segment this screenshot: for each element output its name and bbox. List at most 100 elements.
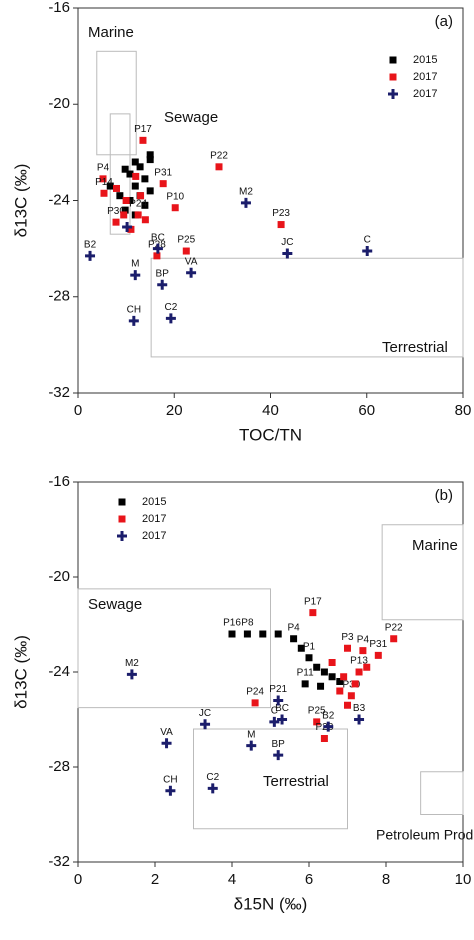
point bbox=[317, 682, 325, 690]
legend-label: 2017 bbox=[142, 513, 166, 525]
point-label: M bbox=[131, 259, 139, 270]
point bbox=[200, 719, 211, 730]
point bbox=[127, 225, 135, 233]
point bbox=[141, 216, 149, 224]
point bbox=[99, 175, 107, 183]
point bbox=[182, 247, 190, 255]
y-tick-label: -20 bbox=[48, 568, 70, 585]
y-tick-label: -24 bbox=[48, 663, 70, 680]
y-axis-title: δ13C (‰) bbox=[11, 635, 30, 709]
point bbox=[355, 668, 363, 676]
point-label: P31 bbox=[154, 167, 172, 178]
point bbox=[282, 248, 293, 259]
x-tick-label: 20 bbox=[166, 402, 183, 419]
point bbox=[340, 673, 348, 681]
point bbox=[374, 651, 382, 659]
point-label: VA bbox=[160, 727, 173, 738]
point-label: P17 bbox=[304, 596, 322, 607]
legend-marker bbox=[388, 89, 398, 99]
point bbox=[165, 313, 176, 324]
point-label: VA bbox=[185, 256, 198, 267]
point bbox=[259, 630, 267, 638]
point bbox=[297, 644, 305, 652]
point bbox=[171, 204, 179, 212]
point bbox=[165, 785, 176, 796]
y-tick-label: -16 bbox=[48, 473, 70, 490]
point-label: P10 bbox=[166, 191, 184, 202]
point-label: B3 bbox=[353, 703, 366, 714]
point bbox=[347, 692, 355, 700]
x-tick-label: 0 bbox=[74, 871, 82, 888]
point bbox=[243, 630, 251, 638]
region-box bbox=[193, 728, 348, 830]
point bbox=[116, 192, 124, 200]
point bbox=[336, 687, 344, 695]
x-tick-label: 6 bbox=[305, 871, 313, 888]
point-label: P16 bbox=[223, 618, 241, 629]
point bbox=[313, 663, 321, 671]
point bbox=[215, 163, 223, 171]
x-axis-title: TOC/TN bbox=[239, 425, 302, 444]
point-label: M bbox=[247, 729, 255, 740]
point bbox=[313, 718, 321, 726]
point bbox=[354, 714, 365, 725]
x-tick-label: 40 bbox=[262, 402, 279, 419]
point-label: P3 bbox=[341, 632, 354, 643]
point-label: M2 bbox=[125, 658, 139, 669]
legend-label: 2015 bbox=[413, 54, 437, 66]
point bbox=[328, 659, 336, 666]
legend-label: 2015 bbox=[142, 496, 166, 508]
legend-label: 2017 bbox=[142, 530, 166, 542]
point bbox=[207, 783, 218, 794]
y-tick-label: -24 bbox=[48, 191, 70, 208]
point bbox=[120, 211, 128, 219]
region-label: Marine bbox=[88, 24, 134, 41]
region-box bbox=[96, 50, 137, 156]
point bbox=[126, 170, 134, 178]
point bbox=[132, 172, 140, 180]
point bbox=[290, 635, 298, 643]
y-tick-label: -16 bbox=[48, 0, 70, 16]
x-tick-label: 80 bbox=[455, 402, 472, 419]
region-label: Terrestrial bbox=[382, 339, 448, 356]
legend-marker bbox=[117, 531, 127, 541]
point bbox=[146, 151, 154, 159]
point-label: P25 bbox=[177, 235, 195, 246]
point-label: B2 bbox=[322, 710, 335, 721]
point-label: P30 bbox=[342, 679, 360, 690]
point bbox=[128, 315, 139, 326]
point-label: P4 bbox=[287, 622, 300, 633]
point-label: BP bbox=[156, 268, 170, 279]
point bbox=[122, 197, 130, 204]
point-label: BP bbox=[272, 739, 286, 750]
point-label: P17 bbox=[134, 124, 152, 135]
point bbox=[309, 609, 317, 617]
point-label: P14 bbox=[95, 177, 113, 188]
x-tick-label: 0 bbox=[74, 402, 82, 419]
point-label: P24 bbox=[129, 199, 147, 210]
point-label: P1 bbox=[303, 641, 316, 652]
point bbox=[161, 738, 172, 749]
point-label: P8 bbox=[241, 618, 254, 629]
point bbox=[137, 192, 145, 200]
point-label: M2 bbox=[239, 187, 253, 198]
region-label: Marine bbox=[412, 537, 458, 554]
point bbox=[273, 695, 284, 706]
point bbox=[159, 180, 167, 188]
point-label: P30 bbox=[107, 206, 125, 217]
point bbox=[273, 750, 284, 761]
point bbox=[359, 647, 367, 655]
point bbox=[122, 221, 133, 232]
point bbox=[305, 654, 313, 662]
point bbox=[362, 246, 373, 257]
point-label: CH bbox=[163, 774, 177, 785]
point bbox=[336, 678, 344, 685]
x-tick-label: 10 bbox=[455, 871, 472, 888]
y-tick-label: -28 bbox=[48, 288, 70, 305]
legend-marker bbox=[389, 73, 397, 81]
point bbox=[301, 680, 309, 688]
point-label: C bbox=[271, 706, 278, 717]
point bbox=[157, 279, 168, 290]
point-label: C2 bbox=[164, 302, 177, 313]
